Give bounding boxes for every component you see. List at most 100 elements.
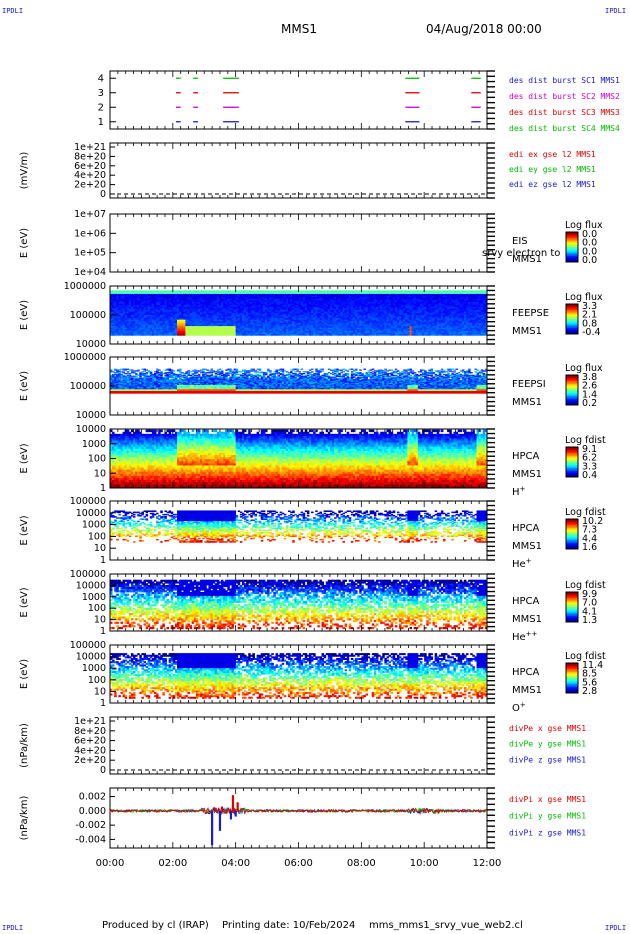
feepse-panel-cell xyxy=(130,324,134,327)
feepse-panel-cell xyxy=(153,303,157,306)
feepse-panel-cell xyxy=(177,330,180,333)
edi-panel-ylabel: (mV/m) xyxy=(19,152,30,190)
feepse-panel-cell xyxy=(137,308,140,311)
feepse-panel-cell xyxy=(166,311,170,314)
feepse-panel-cell xyxy=(151,308,155,311)
eis-panel-colorbar-swatch xyxy=(566,235,578,237)
feepse-panel-cell xyxy=(116,306,119,309)
feepse-panel-cell xyxy=(143,303,146,306)
feepse-panel-cell xyxy=(156,330,159,333)
feepse-panel-cell xyxy=(110,295,113,298)
edi-panel-legend-entry: edi ey gse l2 MMS1 xyxy=(509,165,596,174)
feepse-panel-cell xyxy=(133,332,136,335)
feepse-panel-cell xyxy=(116,311,119,314)
feepse-panel-cell xyxy=(147,293,151,296)
feepse-panel-cell xyxy=(130,291,134,294)
feepse-panel-cell xyxy=(126,316,130,319)
divpe-panel-y-tick-label: 1e+21 xyxy=(74,716,106,727)
feepse-panel-cell xyxy=(130,333,134,336)
feepse-panel-cell xyxy=(151,314,155,317)
feepse-panel-cell xyxy=(166,330,170,333)
feepse-panel-cell xyxy=(112,290,115,293)
feepse-panel-cell xyxy=(158,299,161,302)
feepse-panel-cell xyxy=(122,290,126,293)
feepse-panel-cell xyxy=(151,295,155,298)
feepse-panel-cell xyxy=(147,291,151,294)
feepse-panel-cell xyxy=(112,327,115,330)
feepse-panel-cell xyxy=(145,314,149,317)
feepse-panel-cell xyxy=(122,333,126,336)
feepse-panel-cell xyxy=(141,304,144,307)
feepse-panel-cell xyxy=(172,312,176,315)
feepse-panel-cell xyxy=(158,328,161,331)
feepse-panel-cell xyxy=(128,304,132,307)
feepse-panel-cell xyxy=(126,328,130,331)
feepse-panel-cell xyxy=(116,301,119,304)
feepse-panel-cell xyxy=(120,330,123,333)
feepse-panel-cell xyxy=(128,314,132,317)
feepse-panel-cell xyxy=(177,290,180,293)
eis-panel-colorbar-tick: 0.0 xyxy=(582,255,597,266)
feepse-panel-cell xyxy=(166,299,170,302)
feepse-panel-cell xyxy=(179,332,182,335)
feepse-panel-cell xyxy=(128,290,132,293)
feepse-panel-cell xyxy=(172,306,176,309)
feepse-panel-cell xyxy=(149,298,153,301)
feepse-panel-cell xyxy=(174,319,178,322)
feepse-panel-cell xyxy=(133,295,136,298)
feepse-panel-cell xyxy=(122,328,126,331)
feepse-panel-cell xyxy=(156,324,159,327)
feepse-panel-cell xyxy=(130,312,134,315)
feepse-panel-cell xyxy=(110,328,113,331)
feepse-panel-cell xyxy=(174,311,178,314)
edi-panel-legend-entry: edi ez gse l2 MMS1 xyxy=(509,180,596,189)
feepse-panel-cell xyxy=(147,301,151,304)
feepse-panel-cell xyxy=(160,333,163,336)
feepse-panel-cell xyxy=(128,311,132,314)
feepse-panel-cell xyxy=(133,293,136,296)
feepse-panel-cell xyxy=(164,316,167,319)
feepse-panel-cell xyxy=(164,306,167,309)
feepse-panel-cell xyxy=(141,295,144,298)
feepse-panel-cell xyxy=(145,301,149,304)
feepse-panel-cell xyxy=(120,309,123,312)
feepse-panel-cell xyxy=(162,290,165,293)
feepse-panel-cell xyxy=(160,322,163,325)
eis-panel-colorbar-swatch xyxy=(566,233,578,236)
feepse-panel-cell xyxy=(137,298,140,301)
feepse-panel-cell xyxy=(139,319,142,322)
feepse-panel-cell xyxy=(128,298,132,301)
feepse-panel-cell xyxy=(166,317,170,320)
feepse-panel-cell xyxy=(114,320,117,323)
feepse-panel-cell xyxy=(110,316,113,319)
feepse-panel-cell xyxy=(143,308,146,311)
feepse-panel-cell xyxy=(110,311,113,314)
feepse-panel-cell xyxy=(149,299,153,302)
feepse-panel-cell xyxy=(160,306,163,309)
feepse-panel-cell xyxy=(137,332,140,335)
feepse-panel-cell xyxy=(162,296,165,299)
feepse-panel-cell xyxy=(120,320,123,323)
feepse-panel-cell xyxy=(179,324,182,327)
burst-y-tick-label: 4 xyxy=(98,73,104,84)
feepse-panel-cell xyxy=(137,333,140,336)
feepse-panel-cell xyxy=(170,291,174,294)
feepse-panel-cell xyxy=(124,320,128,323)
divpi-panel-y-tick-label: -0.002 xyxy=(75,820,106,831)
feepse-panel-cell xyxy=(147,298,151,301)
feepse-panel-cell xyxy=(158,316,161,319)
feepse-panel-cell xyxy=(118,299,121,302)
feepse-panel-cell xyxy=(164,324,167,327)
feepse-panel-cell xyxy=(143,291,146,294)
feepse-panel-cell xyxy=(120,333,123,336)
feepse-panel-cell xyxy=(149,309,153,312)
feepse-panel-cell xyxy=(160,328,163,331)
feepse-panel-cell xyxy=(153,324,157,327)
feepse-panel-cell xyxy=(122,325,126,328)
feepse-panel-cell xyxy=(160,311,163,314)
feepse-panel-cell xyxy=(149,304,153,307)
feepse-panel-cell xyxy=(118,324,121,327)
feepse-panel-cell xyxy=(177,301,180,304)
feepse-panel-cell xyxy=(137,319,140,322)
feepse-panel-cell xyxy=(135,324,138,327)
